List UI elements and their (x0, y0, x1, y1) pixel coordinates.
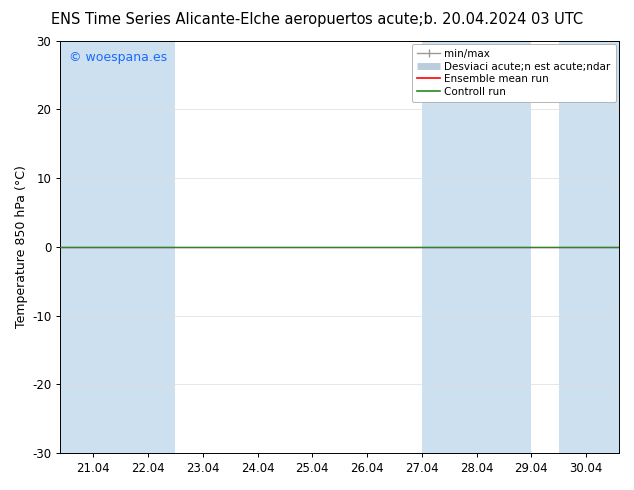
Legend: min/max, Desviaci acute;n est acute;ndar, Ensemble mean run, Controll run: min/max, Desviaci acute;n est acute;ndar… (412, 44, 616, 102)
Text: © woespana.es: © woespana.es (69, 51, 167, 64)
Text: ENS Time Series Alicante-Elche aeropuerto: ENS Time Series Alicante-Elche aeropuert… (51, 12, 365, 27)
Bar (477, 41, 531, 453)
Bar (60, 41, 120, 453)
Bar (559, 41, 619, 453)
Bar (422, 41, 477, 453)
Y-axis label: Temperature 850 hPa (°C): Temperature 850 hPa (°C) (15, 165, 28, 328)
Bar (120, 41, 176, 453)
Text: s acute;b. 20.04.2024 03 UTC: s acute;b. 20.04.2024 03 UTC (365, 12, 583, 27)
